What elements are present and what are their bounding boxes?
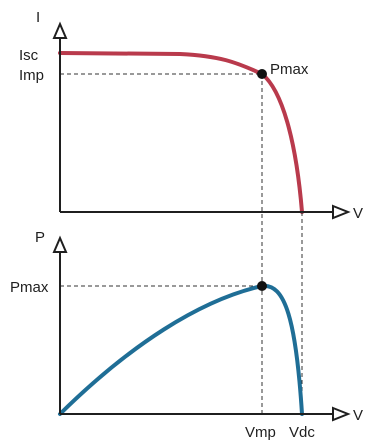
pv-max-power-point bbox=[257, 281, 267, 291]
iv-pmax-label: Pmax bbox=[270, 61, 309, 78]
isc-label: Isc bbox=[19, 47, 39, 64]
pv-x-axis-label: V bbox=[353, 407, 363, 424]
iv-chart: I V Isc Imp Pmax bbox=[19, 9, 363, 414]
iv-y-axis-label: I bbox=[36, 9, 40, 26]
iv-y-axis-arrow bbox=[52, 21, 68, 39]
iv-x-axis-label: V bbox=[353, 205, 363, 222]
pv-y-axis-arrow bbox=[52, 235, 68, 253]
vdc-label: Vdc bbox=[289, 424, 315, 441]
vmp-label: Vmp bbox=[245, 424, 276, 441]
pv-curve bbox=[58, 283, 304, 416]
iv-max-power-point bbox=[257, 69, 267, 79]
pmax-label: Pmax bbox=[10, 279, 49, 296]
pv-y-axis-label: P bbox=[35, 229, 45, 246]
pv-x-axis-arrow bbox=[332, 406, 351, 422]
iv-x-axis-arrow bbox=[332, 204, 351, 220]
pv-chart: P V Pmax Vmp Vdc bbox=[10, 212, 363, 441]
imp-label: Imp bbox=[19, 67, 44, 84]
